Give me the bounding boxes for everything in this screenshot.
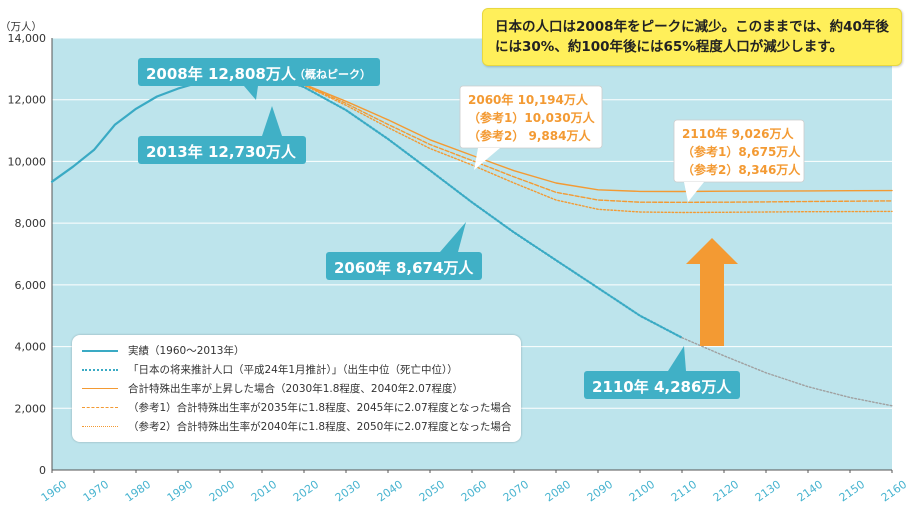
annotation-2060-high-box xyxy=(459,85,603,149)
y-tick-label: 12,000 xyxy=(8,94,47,107)
annotation-2110-high-line: （参考1）8,675万人 xyxy=(682,144,801,159)
legend-item: 「日本の将来推計人口（平成24年1月推計）」（出生中位（死亡中位）） xyxy=(82,360,511,379)
summary-line-1: 日本の人口は2008年をピークに減少。このままでは、約40年後 xyxy=(495,19,889,35)
series-line-2 xyxy=(681,337,893,407)
annotation-2110-box xyxy=(584,371,740,399)
annotation-2060-high-line: （参考2） 9,884万人 xyxy=(468,128,591,143)
legend-swatch xyxy=(82,388,118,389)
annotation-2110-pointer xyxy=(668,346,686,371)
series-line-4 xyxy=(273,76,893,204)
legend-label: （参考1）合計特殊出生率が2035年に1.8程度、2045年に2.07程度となっ… xyxy=(128,402,512,414)
x-tick-label: 2050 xyxy=(417,478,447,505)
annotation-2008-pointer xyxy=(244,86,258,100)
annotation-2060-high-line: （参考1）10,030万人 xyxy=(468,110,596,125)
annotation-2060-label: 2060年 8,674万人 xyxy=(334,259,474,277)
x-tick-label: 2070 xyxy=(501,478,531,505)
y-tick-label: 14,000 xyxy=(8,32,47,45)
annotation-2060-high-line: 2060年 10,194万人 xyxy=(468,92,589,107)
x-tick-label: 2030 xyxy=(333,478,363,505)
series-line-3 xyxy=(273,76,893,193)
annotation-2013-label: 2013年 12,730万人 xyxy=(146,143,297,161)
x-tick-label: 2000 xyxy=(207,478,237,505)
annotation-2110-high-line: （参考2）8,346万人 xyxy=(682,162,801,177)
y-tick-label: 8,000 xyxy=(15,217,47,230)
y-tick-label: 0 xyxy=(39,464,46,477)
x-tick-label: 2020 xyxy=(291,478,321,505)
annotation-2008-box xyxy=(138,58,380,86)
x-tick-label: 1980 xyxy=(123,478,153,505)
legend-swatch xyxy=(82,349,118,352)
legend-swatch xyxy=(82,407,118,408)
legend-label: 「日本の将来推計人口（平成24年1月推計）」（出生中位（死亡中位）） xyxy=(128,364,458,376)
legend-item: （参考1）合計特殊出生率が2035年に1.8程度、2045年に2.07程度となっ… xyxy=(82,398,511,417)
annotation-2060-pointer xyxy=(440,222,466,252)
x-tick-label: 2010 xyxy=(249,478,279,505)
y-tick-label: 2,000 xyxy=(15,402,47,415)
series-line-5 xyxy=(273,76,893,214)
y-tick-label: 6,000 xyxy=(15,279,47,292)
y-tick-label: 10,000 xyxy=(8,155,47,168)
series-line-1 xyxy=(273,76,684,339)
x-tick-label: 2060 xyxy=(459,478,489,505)
annotation-2110-high-box xyxy=(673,119,805,183)
x-tick-label: 2160 xyxy=(879,478,909,505)
legend-item: （参考2）合計特殊出生率が2040年に1.8程度、2050年に2.07程度となっ… xyxy=(82,417,511,436)
y-axis-label: （万人） xyxy=(0,21,42,33)
legend-swatch xyxy=(82,426,118,427)
x-tick-label: 1990 xyxy=(165,478,195,505)
increase-arrow xyxy=(686,238,738,346)
annotation-2013-pointer xyxy=(262,106,282,136)
legend-label: 合計特殊出生率が上昇した場合（2030年1.8程度、2040年2.07程度） xyxy=(128,383,464,395)
annotation-2060-box xyxy=(326,252,482,280)
x-tick-label: 2120 xyxy=(711,478,741,505)
annotation-2060-high-pointer xyxy=(474,148,500,170)
annotation-2110-high-pointer xyxy=(684,182,704,202)
x-tick-label: 2110 xyxy=(669,478,699,505)
legend-item: 合計特殊出生率が上昇した場合（2030年1.8程度、2040年2.07程度） xyxy=(82,379,511,398)
annotation-2008-sub: （概ねピーク） xyxy=(294,67,371,81)
x-tick-label: 1970 xyxy=(81,478,111,505)
legend-label: （参考2）合計特殊出生率が2040年に1.8程度、2050年に2.07程度となっ… xyxy=(128,421,512,433)
x-tick-label: 1960 xyxy=(39,478,69,505)
annotation-2008-label: 2008年 12,808万人 xyxy=(146,65,297,83)
annotation-2110-label: 2110年 4,286万人 xyxy=(592,378,732,396)
legend: 実績（1960〜2013年） 「日本の将来推計人口（平成24年1月推計）」（出生… xyxy=(72,335,522,442)
annotation-2013-box xyxy=(138,136,306,164)
x-tick-label: 2130 xyxy=(753,478,783,505)
legend-item: 実績（1960〜2013年） xyxy=(82,341,511,360)
x-tick-label: 2100 xyxy=(627,478,657,505)
x-tick-label: 2140 xyxy=(795,478,825,505)
x-tick-label: 2080 xyxy=(543,478,573,505)
summary-line-2: には30%、約100年後には65%程度人口が減少します。 xyxy=(495,39,843,55)
x-tick-label: 2150 xyxy=(837,478,867,505)
legend-swatch xyxy=(82,368,118,371)
annotation-2110-high-line: 2110年 9,026万人 xyxy=(682,126,795,141)
summary-callout: 日本の人口は2008年をピークに減少。このままでは、約40年後 には30%、約1… xyxy=(482,8,902,66)
legend-label: 実績（1960〜2013年） xyxy=(128,345,245,357)
x-tick-label: 2040 xyxy=(375,478,405,505)
x-tick-label: 2090 xyxy=(585,478,615,505)
y-tick-label: 4,000 xyxy=(15,341,47,354)
